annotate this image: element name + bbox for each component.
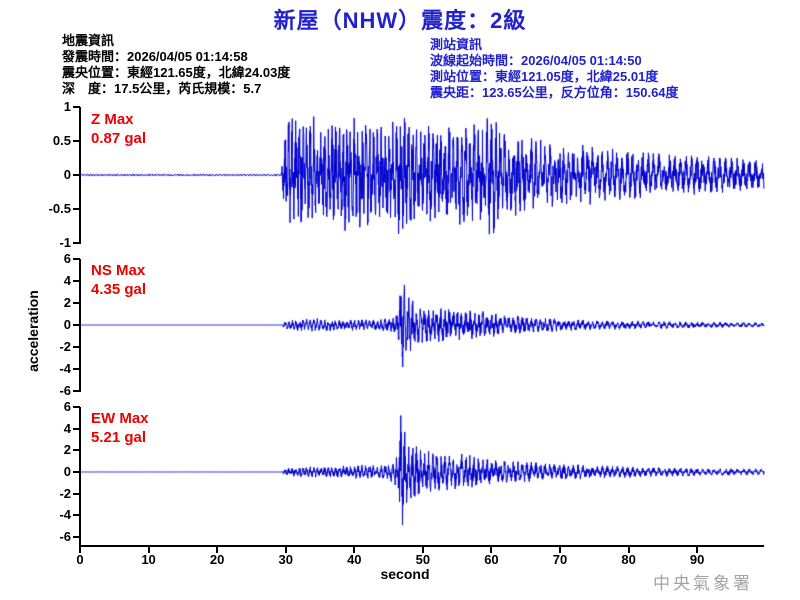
ew-y-tick-mark — [73, 406, 80, 408]
epicenter-location: 震央位置：東經121.65度，北緯24.03度 — [62, 65, 291, 80]
ew-y-tick-label: -2 — [59, 485, 71, 501]
ns-y-tick-mark — [73, 346, 80, 348]
ew-y-tick-label: 6 — [63, 399, 71, 414]
z-y-tick-label: 1 — [63, 99, 71, 114]
time-axis-line — [79, 545, 764, 547]
ns-y-tick-mark — [73, 302, 80, 304]
time-tick-mark-20 — [216, 547, 219, 553]
z-y-tick-mark — [73, 140, 80, 142]
ns-y-tick-label: -2 — [59, 339, 71, 354]
ew-y-tick-mark — [73, 449, 80, 452]
ew-panel-axis-line — [79, 407, 81, 546]
ns-y-tick-mark — [73, 280, 80, 282]
time-tick-label-70: 70 — [552, 552, 568, 567]
z-y-tick-label: -1 — [59, 235, 71, 250]
ns-y-tick-mark — [73, 390, 80, 392]
z-y-tick-label: 0 — [63, 167, 71, 182]
z-y-tick-label: -0.5 — [48, 201, 71, 216]
wave-start-time: 波線起始時間：2026/04/05 01:14:50 — [430, 53, 642, 68]
ns-y-tick-label: 0 — [63, 317, 71, 332]
station-info-heading: 測站資訊 — [430, 37, 483, 52]
z-y-tick-mark — [73, 208, 80, 210]
z-y-tick-mark — [73, 242, 80, 244]
earthquake-info-heading: 地震資訊 — [62, 33, 115, 48]
time-tick-label-90: 90 — [689, 552, 705, 567]
time-tick-label-40: 40 — [347, 552, 362, 567]
epicentral-distance: 震央距：123.65公里，反方位角：150.64度 — [430, 85, 679, 100]
ew-y-tick-mark — [73, 427, 80, 430]
ew-y-tick-mark — [73, 514, 80, 517]
ns-y-tick-mark — [73, 258, 80, 260]
ns-y-tick-label: -4 — [59, 361, 71, 376]
time-tick-label-80: 80 — [621, 552, 636, 567]
z-y-tick-mark — [73, 174, 80, 176]
time-tick-mark-50 — [421, 547, 424, 553]
time-tick-mark-70 — [559, 547, 562, 553]
ew-y-tick-label: 0 — [63, 464, 71, 479]
ns-y-tick-label: -6 — [59, 383, 71, 398]
ns-y-tick-label: 6 — [63, 251, 71, 266]
z-waveform-canvas — [81, 107, 765, 244]
ew-y-tick-label: 2 — [63, 442, 71, 458]
time-tick-mark-0 — [79, 547, 81, 553]
ns-waveform-canvas — [81, 259, 765, 392]
z-panel-axis-line — [79, 107, 81, 244]
z-y-tick-label: 0.5 — [52, 133, 71, 148]
ns-y-tick-label: 4 — [63, 273, 71, 288]
time-tick-label-50: 50 — [415, 552, 431, 567]
station-location: 測站位置：東經121.05度，北緯25.01度 — [430, 69, 659, 84]
ew-y-tick-mark — [73, 536, 80, 538]
time-tick-label-10: 10 — [141, 552, 156, 567]
page-title: 新屋（NHW）震度：2級 — [273, 8, 527, 33]
ns-y-tick-mark — [73, 324, 80, 326]
ew-waveform-canvas — [81, 407, 765, 538]
origin-time: 發震時間：2026/04/05 01:14:58 — [62, 49, 248, 64]
time-tick-mark-10 — [147, 547, 150, 553]
ew-y-tick-label: -4 — [59, 507, 71, 523]
station-info-block: 測站資訊 波線起始時間：2026/04/05 01:14:50 測站位置：東經1… — [430, 37, 679, 101]
agency-watermark: 中央氣象署 — [653, 574, 753, 593]
ns-y-tick-label: 2 — [63, 295, 71, 310]
depth-magnitude: 深 度：17.5公里，芮氏規模：5.7 — [62, 81, 262, 96]
time-tick-mark-90 — [696, 547, 699, 553]
x-axis-title: second — [380, 566, 430, 582]
time-tick-mark-60 — [490, 547, 493, 553]
ew-y-tick-mark — [73, 471, 80, 473]
time-tick-label-60: 60 — [484, 552, 499, 567]
ew-y-tick-label: -6 — [59, 529, 71, 544]
earthquake-info-block: 地震資訊 發震時間：2026/04/05 01:14:58 震央位置：東經121… — [62, 33, 290, 97]
time-tick-label-20: 20 — [209, 552, 225, 567]
time-tick-mark-40 — [353, 547, 356, 553]
ns-y-tick-mark — [73, 368, 80, 370]
ns-panel-axis-line — [79, 259, 81, 392]
ew-y-tick-mark — [73, 492, 80, 495]
time-tick-label-0: 0 — [76, 552, 84, 567]
time-tick-mark-80 — [627, 547, 630, 553]
time-tick-mark-30 — [284, 547, 287, 553]
time-tick-label-30: 30 — [278, 552, 293, 567]
z-y-tick-mark — [73, 106, 80, 108]
ew-y-tick-label: 4 — [63, 420, 71, 436]
